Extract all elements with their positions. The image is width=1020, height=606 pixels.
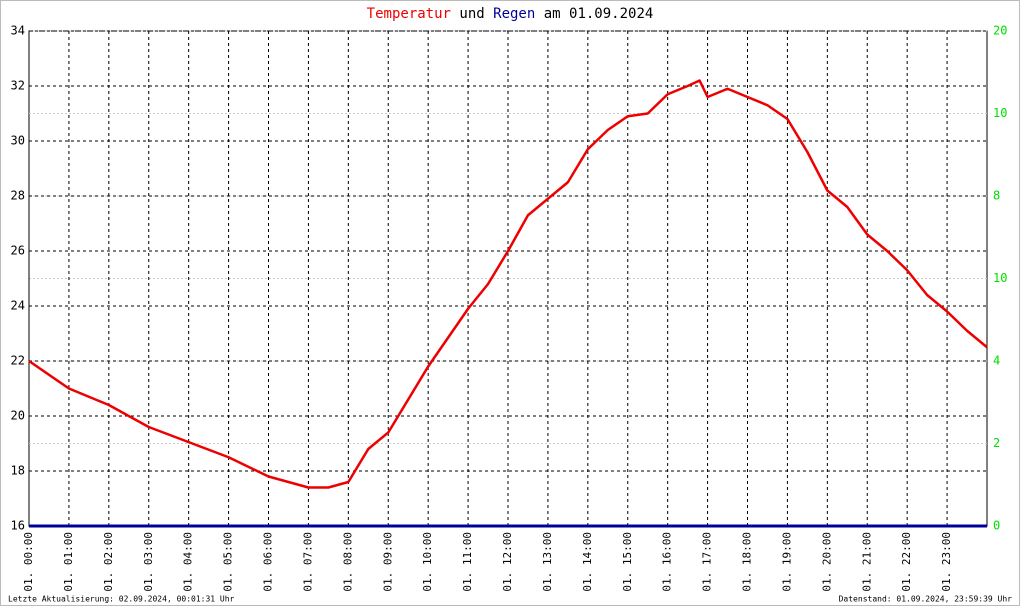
x-tick-label: 01. 22:00 — [900, 532, 913, 592]
x-tick-label: 01. 15:00 — [621, 532, 634, 592]
y-tick-label: 26 — [11, 244, 25, 258]
x-tick-label: 01. 14:00 — [581, 532, 594, 592]
footer-left: Letzte Aktualisierung: 02.09.2024, 00:01… — [8, 595, 235, 604]
y-tick-label: 30 — [11, 134, 25, 148]
x-tick-label: 01. 05:00 — [222, 532, 235, 592]
x-tick-label: 01. 16:00 — [661, 532, 674, 592]
title-date: am 01.09.2024 — [544, 6, 654, 22]
x-tick-label: 01. 18:00 — [741, 532, 754, 592]
footer-right: Datenstand: 01.09.2024, 23:59:39 Uhr — [839, 595, 1013, 604]
chart-title: Temperatur und Regen am 01.09.2024 — [367, 6, 654, 22]
y2-tick-label: 4 — [993, 353, 1000, 367]
title-series-1: Temperatur — [367, 6, 451, 22]
x-tick-label: 01. 10:00 — [421, 532, 434, 592]
x-tick-label: 01. 03:00 — [142, 532, 155, 592]
y2-tick-label: 20 — [993, 24, 1007, 38]
y-tick-label: 22 — [11, 354, 25, 368]
x-tick-label: 01. 20:00 — [820, 532, 833, 592]
x-tick-label: 01. 23:00 — [940, 532, 953, 592]
y2-tick-label: 8 — [993, 189, 1000, 203]
x-tick-label: 01. 12:00 — [501, 532, 514, 592]
x-tick-label: 01. 07:00 — [301, 532, 314, 592]
data-line — [28, 79, 988, 489]
title-join: und — [459, 6, 484, 22]
x-tick-label: 01. 19:00 — [780, 532, 793, 592]
x-tick-label: 01. 00:00 — [22, 532, 35, 592]
y-tick-label: 18 — [11, 464, 25, 478]
title-series-2: Regen — [493, 6, 535, 22]
x-tick-label: 01. 17:00 — [701, 532, 714, 592]
y2-tick-label: 2 — [993, 436, 1000, 450]
x-tick-label: 01. 11:00 — [461, 532, 474, 592]
x-tick-label: 01. 09:00 — [381, 532, 394, 592]
y2-tick-label: 10 — [993, 271, 1007, 285]
y-tick-label: 32 — [11, 79, 25, 93]
x-tick-label: 01. 08:00 — [341, 532, 354, 592]
x-tick-label: 01. 04:00 — [182, 532, 195, 592]
y-tick-label: 28 — [11, 189, 25, 203]
x-tick-label: 01. 21:00 — [860, 532, 873, 592]
x-tick-label: 01. 13:00 — [541, 532, 554, 592]
x-tick-label: 01. 06:00 — [262, 532, 275, 592]
y-tick-label: 16 — [11, 519, 25, 533]
y-tick-label: 34 — [11, 24, 25, 38]
x-tick-label: 01. 02:00 — [102, 532, 115, 592]
y-tick-label: 20 — [11, 409, 25, 423]
y2-tick-label: 10 — [993, 106, 1007, 120]
x-tick-label: 01. 01:00 — [62, 532, 75, 592]
y2-tick-label: 0 — [993, 519, 1000, 533]
y-tick-label: 24 — [11, 299, 25, 313]
